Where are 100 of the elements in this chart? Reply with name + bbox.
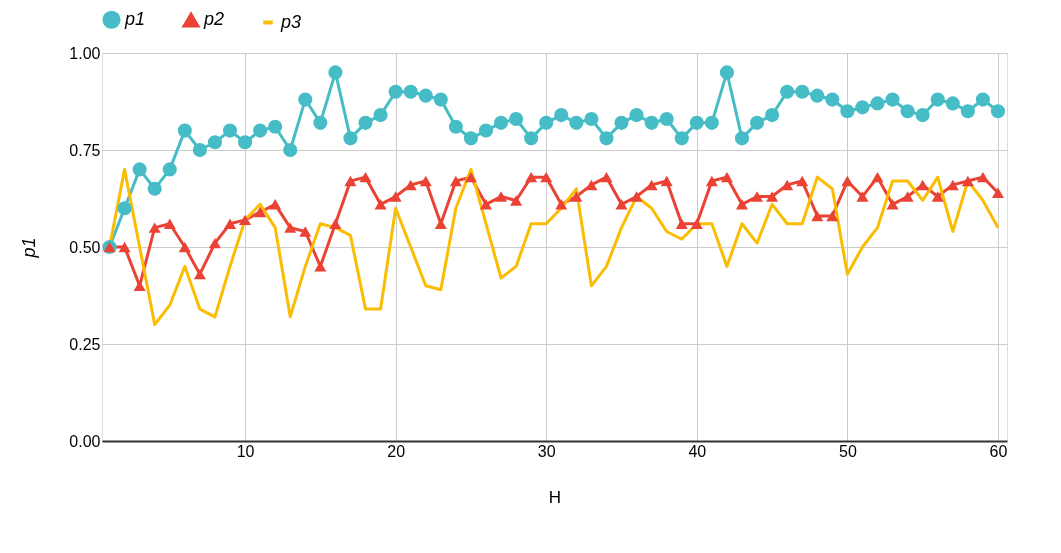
point [448, 119, 463, 134]
y-tick-label: 0.75 [69, 141, 101, 159]
point [674, 131, 689, 146]
point [358, 115, 373, 130]
point [373, 108, 388, 123]
point [192, 142, 207, 158]
point [495, 191, 508, 202]
x-tick-label: 50 [838, 442, 857, 460]
point [539, 115, 554, 130]
point [751, 191, 764, 202]
point [690, 218, 703, 229]
point [855, 100, 870, 115]
point [478, 123, 494, 138]
point [433, 92, 448, 107]
point [644, 115, 659, 130]
point [825, 92, 840, 107]
point [916, 179, 929, 191]
y-tick-label: 1.00 [69, 44, 101, 62]
point [975, 92, 990, 107]
point [133, 280, 146, 292]
point [343, 131, 358, 146]
point [841, 175, 854, 187]
point [222, 123, 238, 138]
point [811, 210, 824, 222]
point [389, 191, 402, 202]
point [403, 84, 418, 99]
point [147, 181, 162, 196]
point [689, 115, 704, 130]
point [585, 179, 598, 191]
point [284, 222, 297, 233]
y-tick-label: 0.00 [69, 432, 101, 450]
point [734, 131, 750, 146]
point [659, 111, 674, 127]
point [675, 218, 688, 229]
point [991, 187, 1004, 198]
point [931, 191, 944, 202]
point [510, 195, 523, 206]
legend-label: p2 [203, 9, 225, 30]
point [930, 92, 945, 107]
point [795, 84, 810, 99]
point [117, 201, 132, 216]
point [479, 199, 493, 210]
point [599, 131, 614, 146]
point [630, 191, 643, 202]
point [749, 115, 765, 130]
point [615, 199, 628, 210]
point [524, 131, 539, 146]
point [990, 104, 1006, 119]
point [178, 241, 191, 253]
point [945, 96, 960, 111]
point [298, 92, 313, 107]
point [720, 171, 733, 183]
point [388, 84, 403, 99]
point [463, 131, 478, 146]
point [207, 135, 223, 150]
point [960, 104, 975, 119]
y-axis-title: p1 [19, 237, 40, 259]
point [555, 199, 568, 210]
point [886, 199, 899, 210]
point [162, 162, 177, 177]
point [885, 92, 900, 107]
point [826, 210, 839, 222]
point [660, 175, 673, 187]
x-tick-label: 60 [989, 442, 1008, 460]
point [148, 222, 161, 233]
x-tick-label: 40 [688, 442, 707, 460]
point [570, 191, 583, 202]
point [856, 191, 869, 202]
point [705, 175, 718, 187]
x-tick-label: 10 [236, 442, 255, 460]
point [132, 162, 147, 177]
point [223, 218, 237, 229]
point [946, 179, 959, 191]
point [328, 65, 343, 80]
y-tick-label: 0.25 [69, 335, 101, 353]
point [600, 171, 613, 183]
point [719, 65, 734, 80]
point [253, 123, 268, 138]
point [418, 88, 433, 103]
point [269, 199, 282, 210]
point [780, 84, 795, 99]
y-tick-label: 0.50 [69, 238, 101, 256]
point [901, 191, 914, 202]
point [163, 218, 176, 229]
point [118, 241, 131, 253]
point [283, 142, 298, 158]
point [434, 218, 447, 229]
x-tick-label: 30 [537, 442, 556, 460]
point [374, 199, 387, 210]
point [419, 175, 432, 187]
point [735, 199, 748, 210]
point [299, 226, 312, 237]
point [254, 206, 267, 218]
point [314, 261, 327, 272]
point [239, 214, 252, 226]
point [569, 115, 584, 130]
point [208, 237, 221, 249]
point [810, 88, 825, 103]
point [525, 171, 538, 183]
point [193, 268, 206, 280]
